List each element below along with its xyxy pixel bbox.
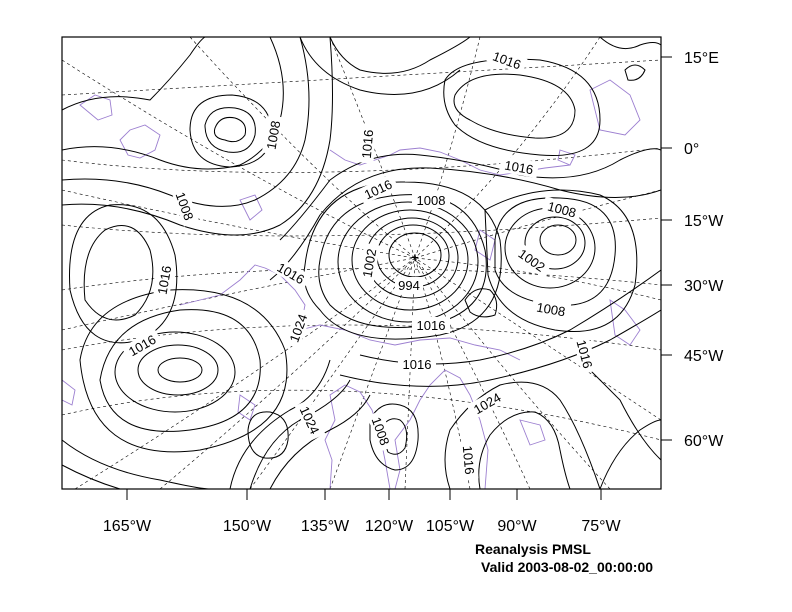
lat-label-30w: 30°W — [684, 278, 724, 295]
graticule — [62, 37, 661, 489]
contour-label: 1016 — [417, 318, 446, 333]
contour-label: 994 — [398, 278, 420, 293]
lat-label-15w: 15°W — [684, 213, 724, 230]
contour-label: 1008 — [417, 193, 446, 208]
lat-label-15e: 15°E — [684, 50, 719, 67]
contour-label: 1008 — [264, 120, 284, 151]
lat-label-0: 0° — [684, 141, 699, 158]
valid-time: Valid 2003-08-02_00:00:00 — [481, 559, 654, 575]
pressure-contours — [62, 37, 661, 489]
lon-label-150w: 150°W — [223, 518, 272, 535]
contour-label: 1016 — [155, 265, 175, 296]
lon-label-165w: 165°W — [103, 518, 152, 535]
low-center-marker: + — [411, 249, 419, 265]
lon-label-135w: 135°W — [301, 518, 350, 535]
lon-label-90w: 90°W — [497, 518, 537, 535]
lon-label-120w: 120°W — [365, 518, 414, 535]
contour-label: 1008 — [535, 300, 566, 320]
contour-label: 1016 — [503, 158, 534, 178]
contour-label: 1002 — [360, 248, 380, 279]
contour-label: 1008 — [546, 198, 578, 220]
product-title: Reanalysis PMSL — [475, 541, 591, 557]
bottom-axis — [126, 489, 602, 500]
lat-label-45w: 45°W — [684, 348, 724, 365]
lon-label-75w: 75°W — [581, 518, 621, 535]
lat-label-60w: 60°W — [684, 433, 724, 450]
contour-label: 1016 — [460, 445, 477, 475]
lon-label-105w: 105°W — [426, 518, 475, 535]
map-frame — [61, 36, 662, 490]
contour-label: 1016 — [574, 338, 596, 370]
contour-label: 1016 — [403, 357, 432, 372]
contour-label: 1016 — [359, 129, 376, 159]
right-axis — [661, 56, 672, 441]
